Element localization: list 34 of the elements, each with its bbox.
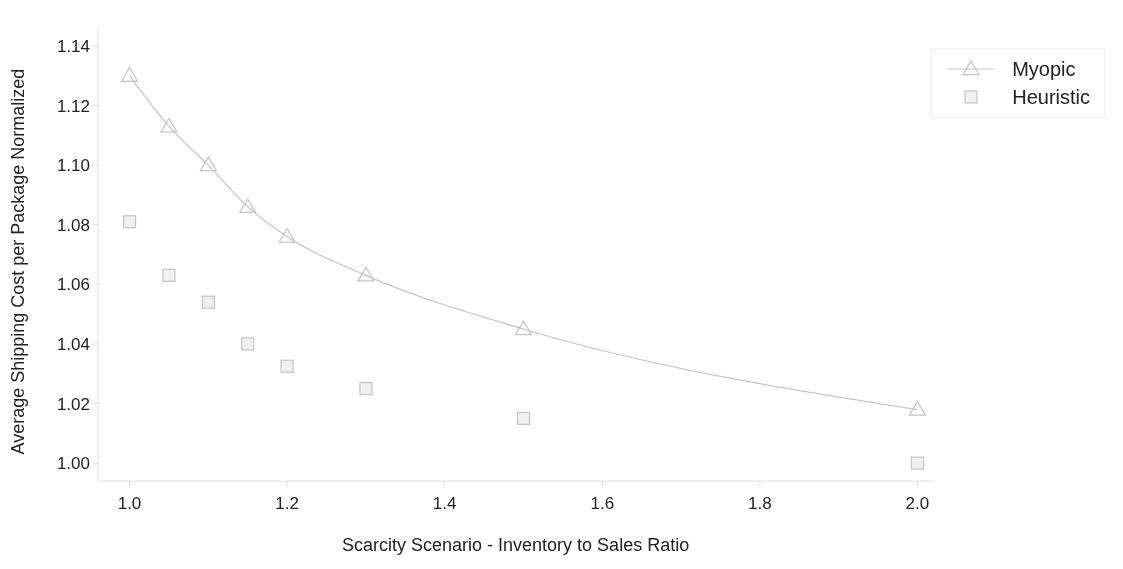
x-axis-title: Scarcity Scenario - Inventory to Sales Ratio	[342, 535, 690, 555]
x-tick-label: 1.8	[748, 494, 772, 514]
legend-label: Myopic	[1012, 57, 1076, 81]
y-tick-label: 1.00	[56, 454, 90, 474]
x-tick-label: 1.4	[432, 494, 457, 514]
point	[120, 67, 139, 82]
y-tick-label: 1.04	[56, 334, 90, 354]
point	[160, 117, 178, 133]
point	[241, 337, 255, 351]
y-tick-label: 1.14	[56, 36, 90, 56]
y-tick-label: 1.02	[56, 394, 90, 414]
point	[908, 400, 927, 416]
y-tick-label: 1.06	[56, 275, 90, 295]
point	[280, 359, 294, 373]
x-tick-label: 1.0	[117, 494, 142, 514]
point	[359, 382, 373, 396]
y-tick-label: 1.08	[56, 215, 90, 235]
point	[199, 156, 217, 172]
legend-label: Heuristic	[1012, 85, 1090, 109]
point	[278, 228, 296, 243]
point	[162, 268, 176, 282]
point	[201, 295, 215, 309]
x-tick-label: 1.2	[275, 494, 299, 514]
point	[516, 411, 531, 426]
y-axis-title: Average Shipping Cost per Package Normalized	[8, 68, 29, 455]
point	[514, 320, 533, 336]
y-tick-label: 1.12	[56, 96, 90, 116]
x-tick-label: 2.0	[905, 494, 930, 514]
point	[239, 198, 257, 214]
point	[122, 215, 137, 229]
point	[357, 266, 375, 282]
y-tick-label: 1.10	[56, 156, 90, 176]
point	[910, 456, 925, 470]
x-tick-label: 1.6	[590, 494, 615, 514]
